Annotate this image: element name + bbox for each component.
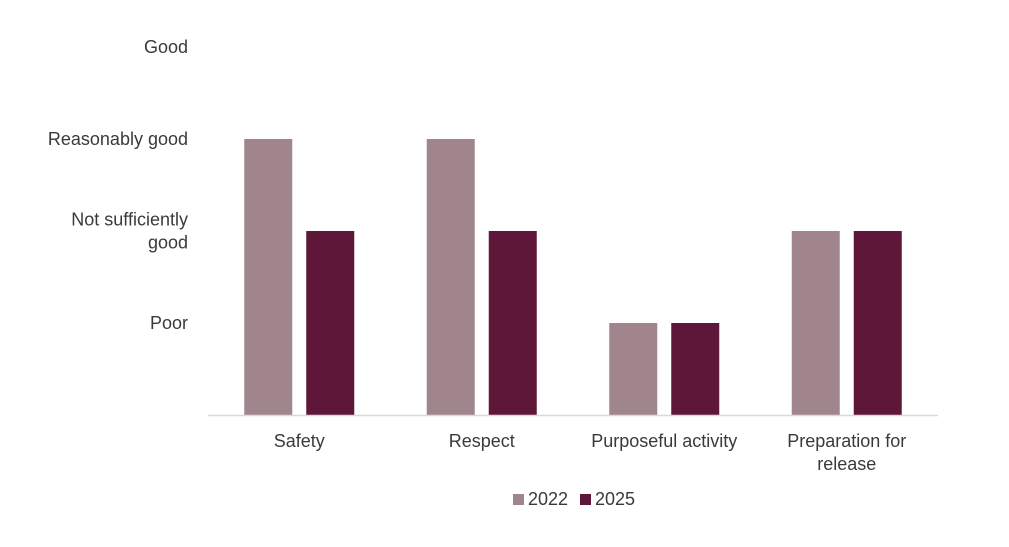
y-tick-label-line: Good — [144, 37, 188, 57]
bar-2022-2 — [609, 323, 658, 415]
bar-2022-1 — [426, 139, 475, 415]
y-tick-label-line: Not sufficiently — [71, 210, 188, 230]
legend-label-2022: 2022 — [528, 489, 568, 509]
x-tick-label-line: release — [817, 454, 876, 474]
x-tick-label: Respect — [449, 431, 515, 451]
bar-2025-0 — [306, 231, 355, 415]
x-tick-label-line: Safety — [274, 431, 325, 451]
legend: 2022 2025 — [513, 489, 635, 509]
x-tick-label-line: Preparation for — [787, 431, 906, 451]
x-tick-label-line: Purposeful activity — [591, 431, 737, 451]
bars — [244, 139, 902, 415]
legend-label-2025: 2025 — [595, 489, 635, 509]
y-tick-label-line: Reasonably good — [48, 129, 188, 149]
y-axis-labels: Poor Not sufficiently good Reasonably good G… — [48, 37, 188, 333]
y-tick-label: Poor — [150, 313, 188, 333]
bar-2025-1 — [488, 231, 537, 415]
x-tick-label: Preparation for release — [787, 431, 906, 474]
x-tick-label: Safety — [274, 431, 325, 451]
bar-2025-3 — [853, 231, 902, 415]
legend-swatch-2022 — [513, 494, 524, 505]
bar-2025-2 — [671, 323, 720, 415]
y-tick-label: Reasonably good — [48, 129, 188, 149]
x-tick-label: Purposeful activity — [591, 431, 737, 451]
x-axis-labels: Safety Respect Purposeful activity Preparat… — [274, 431, 907, 474]
bar-2022-3 — [791, 231, 840, 415]
y-tick-label-line: good — [148, 233, 188, 253]
x-tick-label-line: Respect — [449, 431, 515, 451]
y-tick-label-line: Poor — [150, 313, 188, 333]
y-tick-label: Not sufficiently good — [71, 210, 188, 253]
legend-swatch-2025 — [580, 494, 591, 505]
y-tick-label: Good — [144, 37, 188, 57]
bar-2022-0 — [244, 139, 293, 415]
